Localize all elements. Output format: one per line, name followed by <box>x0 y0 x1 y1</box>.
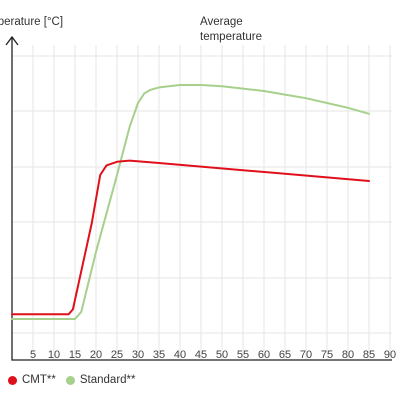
x-tick-label: 10 <box>48 349 60 361</box>
legend-label-cmt: CMT** <box>22 374 56 386</box>
x-tick-label: 60 <box>258 349 270 361</box>
x-tick-label: 85 <box>363 349 375 361</box>
x-tick-label: 20 <box>90 349 102 361</box>
legend-item-standard: Standard** <box>65 374 136 386</box>
legend-item-cmt: CMT** <box>8 374 56 386</box>
legend-dot-standard <box>65 375 75 385</box>
chart-axes <box>5 35 392 361</box>
series-line-cmt <box>11 159 370 316</box>
x-tick-label: 45 <box>195 349 207 361</box>
x-tick-labels: 5 10 15 20 25 30 35 40 45 50 55 60 65 70 75 80 85 90 <box>30 349 396 361</box>
chart-legend: CMT** Standard** <box>8 374 136 386</box>
x-tick-label: 5 <box>30 349 36 361</box>
x-tick-label: 30 <box>132 349 144 361</box>
x-tick-label: 40 <box>174 349 186 361</box>
x-tick-label: 50 <box>216 349 228 361</box>
x-tick-label: 55 <box>237 349 249 361</box>
annotation-line-1: Average <box>200 16 243 28</box>
legend-label-standard: Standard** <box>79 374 136 386</box>
y-axis-label: Temperature [°C] <box>0 16 63 28</box>
series-line-standard <box>11 84 370 320</box>
x-tick-label: 90 <box>384 349 396 361</box>
x-tick-label: 15 <box>69 349 81 361</box>
annotation-line-2: temperature <box>200 31 262 43</box>
x-tick-label: 80 <box>342 349 354 361</box>
legend-dot-cmt <box>8 375 17 385</box>
x-tick-label: 75 <box>321 349 333 361</box>
x-tick-label: 70 <box>300 349 312 361</box>
chart-grid <box>11 45 392 360</box>
x-tick-label: 25 <box>111 349 123 361</box>
x-tick-label: 65 <box>279 349 291 361</box>
series-layer <box>11 84 370 320</box>
x-tick-label: 35 <box>153 349 165 361</box>
